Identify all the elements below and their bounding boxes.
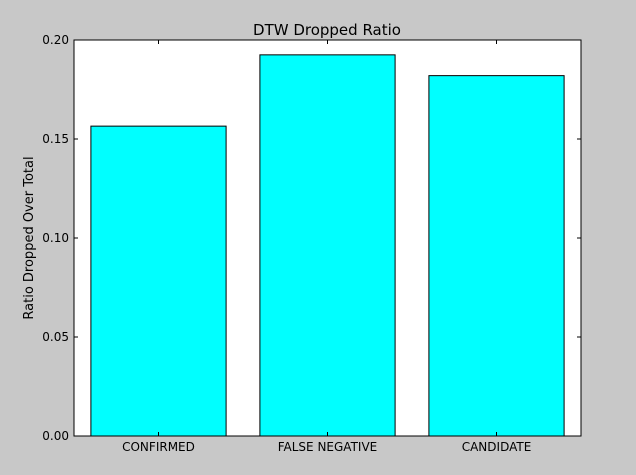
x-tick-label: CONFIRMED (122, 440, 195, 454)
ticks-group: CONFIRMED FALSE NEGATIVE CANDIDATE 0.00 0.05… (42, 33, 581, 454)
bars-group (90, 54, 565, 437)
bar-candidate (428, 75, 565, 437)
x-tick-label: CANDIDATE (462, 440, 532, 454)
chart-title: DTW Dropped Ratio (253, 21, 401, 39)
y-tick-label: 0.05 (42, 330, 69, 344)
y-tick-label: 0.10 (42, 231, 69, 245)
plot-frame (73, 39, 582, 437)
bar-false-negative (259, 54, 396, 437)
x-tick-label: FALSE NEGATIVE (278, 440, 378, 454)
y-tick-label: 0.20 (42, 33, 69, 47)
y-tick-label: 0.15 (42, 132, 69, 146)
bar-confirmed (90, 125, 227, 437)
y-tick-label: 0.00 (42, 429, 69, 443)
y-axis-label: Ratio Dropped Over Total (22, 156, 37, 319)
